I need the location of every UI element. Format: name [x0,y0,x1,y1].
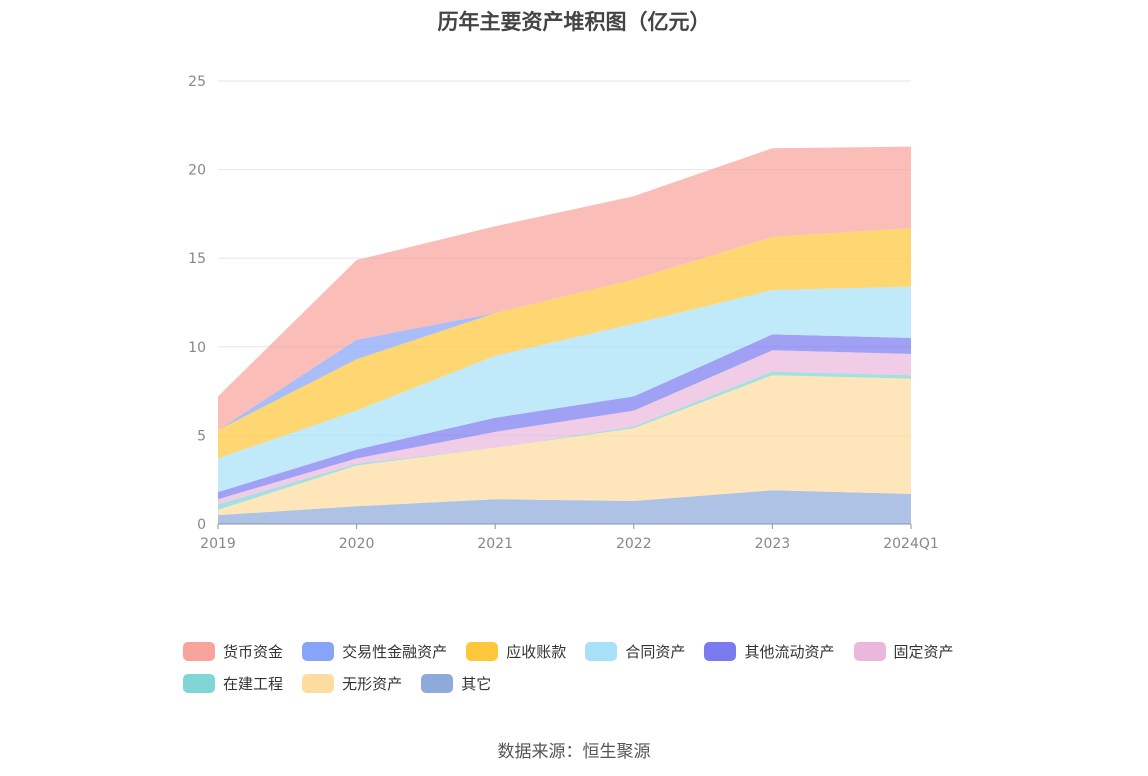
y-tick-label: 20 [188,163,206,179]
legend-item[interactable]: 货币资金 [183,640,283,662]
chart-area: 0 5 10 15 20 25 2019 2020 2021 2022 2023 2024Q1 [188,74,939,552]
legend-swatch [302,641,335,661]
legend-label: 货币资金 [223,642,284,661]
legend-label: 合同资产 [625,642,686,661]
x-tick-label: 2020 [339,536,375,552]
series-area [218,490,911,524]
legend-item[interactable]: 其他流动资产 [704,640,834,662]
legend-item[interactable]: 应收账款 [466,640,566,662]
legend-swatch [585,641,618,661]
y-tick-label: 0 [197,517,206,533]
legend-label: 其它 [461,674,492,693]
series-area [218,146,911,431]
legend-item[interactable]: 无形资产 [302,672,402,694]
legend-swatch [183,673,215,693]
legend-item[interactable]: 其它 [421,672,491,694]
axis-layer: 0 5 10 15 20 25 2019 2020 2021 2022 2023 2024Q1 [188,74,939,552]
legend-item[interactable]: 合同资产 [585,640,685,662]
legend-label: 应收账款 [506,642,567,661]
x-tick-label: 2021 [477,536,513,552]
series-area [218,228,911,459]
legend-label: 交易性金融资产 [342,642,448,661]
chart-title: 历年主要资产堆积图（亿元） [437,10,711,34]
y-tick-label: 15 [188,251,206,267]
legend-swatch [183,641,215,661]
x-tick-label: 2019 [200,536,236,552]
source-note: 数据来源：恒生聚源 [497,742,651,762]
y-tick-label: 5 [197,428,206,444]
legend-label: 无形资产 [342,674,403,693]
x-tick-label: 2024Q1 [883,536,939,552]
series-area [218,350,911,505]
legend-swatch [704,641,737,661]
series-layer [218,146,911,524]
series-area [218,375,911,516]
legend-label: 固定资产 [893,642,954,661]
legend-item[interactable]: 交易性金融资产 [302,640,447,662]
legend-item[interactable]: 固定资产 [853,640,954,662]
legend-swatch [466,641,499,661]
legend-swatch [421,673,454,693]
series-area [218,334,911,500]
y-tick-label: 25 [188,74,206,90]
legend-item[interactable]: 在建工程 [183,672,283,694]
legend-swatch [302,673,335,693]
x-tick-label: 2023 [755,536,791,552]
y-tick-label: 10 [188,340,206,356]
legend: 货币资金 交易性金融资产 应收账款 合同资产 其他流动资产 固定资产 在建工程 … [183,640,983,704]
x-tick-label: 2022 [616,536,652,552]
legend-label: 其他流动资产 [744,642,835,661]
series-area [218,286,911,493]
legend-swatch [853,641,886,661]
legend-label: 在建工程 [223,674,284,693]
